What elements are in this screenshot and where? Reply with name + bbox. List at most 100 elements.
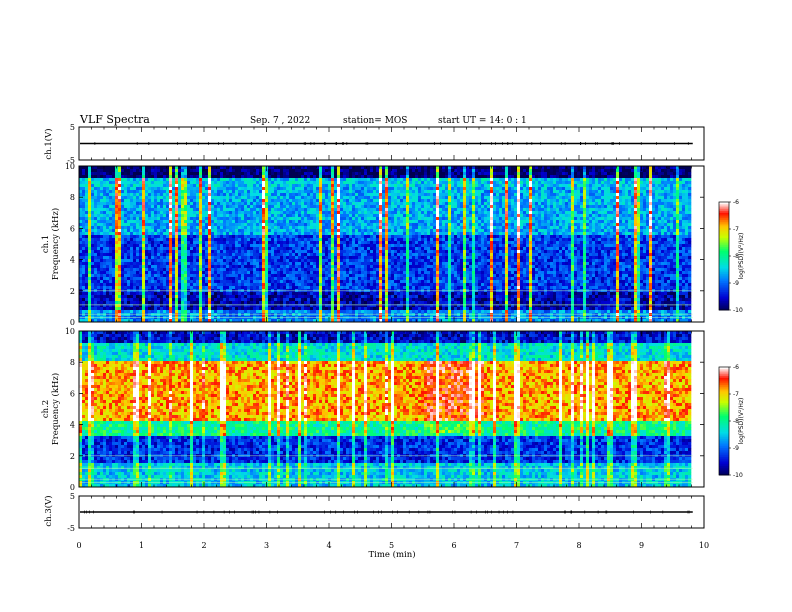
spectrogram-cell (589, 223, 592, 226)
spectrogram-cell (367, 172, 370, 175)
spectrogram-cell (328, 190, 331, 193)
spectrogram-cell (643, 205, 646, 208)
spectrogram-cell (448, 229, 451, 232)
spectrogram-cell (499, 232, 502, 235)
spectrogram-cell (463, 193, 466, 196)
spectrogram-cell (337, 217, 340, 220)
spectrogram-cell (598, 181, 601, 184)
spectrogram-cell (616, 190, 619, 193)
spectrogram-cell (340, 205, 343, 208)
spectrogram-cell (133, 193, 136, 196)
spectrogram-cell (142, 220, 145, 223)
spectrogram-cell (601, 208, 604, 211)
spectrogram-cell (565, 232, 568, 235)
spectrogram-cell (460, 235, 463, 238)
spectrogram-cell (238, 232, 241, 235)
spectrogram-cell (643, 229, 646, 232)
spectrogram-cell (367, 223, 370, 226)
spectrogram-cell (616, 214, 619, 217)
spectrogram-cell (214, 196, 217, 199)
spectrogram-cell (160, 178, 163, 181)
spectrogram-cell (376, 205, 379, 208)
spectrogram-cell (160, 232, 163, 235)
spectrogram-cell (196, 217, 199, 220)
spectrogram-cell (403, 202, 406, 205)
spectrogram-cell (319, 169, 322, 172)
spectrogram-cell (322, 187, 325, 190)
spectrogram-cell (484, 181, 487, 184)
spectrogram-cell (325, 211, 328, 214)
spectrogram-cell (664, 178, 667, 181)
spectrogram-cell (238, 214, 241, 217)
spectrogram-cell (325, 205, 328, 208)
spectrogram-cell (175, 196, 178, 199)
spectrogram-cell (262, 226, 265, 229)
spectrogram-cell (274, 175, 277, 178)
spectrogram-cell (271, 202, 274, 205)
spectrogram-cell (367, 217, 370, 220)
spectrogram-cell (499, 190, 502, 193)
spectrogram-cell (148, 172, 151, 175)
spectrogram-cell (139, 229, 142, 232)
spectrogram-cell (301, 175, 304, 178)
spectrogram-cell (517, 205, 520, 208)
spectrogram-cell (682, 169, 685, 172)
spectrogram-cell (94, 196, 97, 199)
spectrogram-cell (118, 193, 121, 196)
spectrogram-cell (250, 169, 253, 172)
spectrogram-cell (553, 193, 556, 196)
spectrogram-cell (661, 190, 664, 193)
spectrogram-cell (169, 193, 172, 196)
spectrogram-cell (103, 184, 106, 187)
spectrogram-cell (487, 211, 490, 214)
spectrogram-cell (181, 211, 184, 214)
spectrogram-cell (178, 220, 181, 223)
spectrogram-cell (619, 223, 622, 226)
spectrogram-cell (316, 232, 319, 235)
spectrogram-cell (169, 181, 172, 184)
spectrogram-cell (100, 181, 103, 184)
spectrogram-cell (292, 172, 295, 175)
spectrogram-cell (184, 193, 187, 196)
spectrogram-cell (109, 199, 112, 202)
spectrogram-cell (565, 226, 568, 229)
spectrogram-cell (256, 205, 259, 208)
spectrogram-cell (610, 226, 613, 229)
spectrogram-cell (169, 199, 172, 202)
spectrogram-cell (553, 217, 556, 220)
spectrogram-cell (415, 178, 418, 181)
spectrogram-cell (196, 229, 199, 232)
spectrogram-cell (313, 235, 316, 238)
spectrogram-cell (238, 223, 241, 226)
spectrogram-cell (316, 226, 319, 229)
spectrogram-cell (253, 226, 256, 229)
spectrogram-cell (583, 169, 586, 172)
spectrogram-cell (649, 178, 652, 181)
spectrogram-cell (244, 181, 247, 184)
spectrogram-cell (622, 232, 625, 235)
spectrogram-cell (247, 226, 250, 229)
spectrogram-cell (661, 232, 664, 235)
spectrogram-cell (106, 217, 109, 220)
spectrogram-cell (112, 223, 115, 226)
spectrogram-cell (289, 172, 292, 175)
spectrogram-cell (166, 229, 169, 232)
spectrogram-cell (202, 211, 205, 214)
spectrogram-cell (469, 226, 472, 229)
spectrogram-cell (343, 184, 346, 187)
spectrogram-cell (283, 223, 286, 226)
spectrogram-cell (544, 196, 547, 199)
spectrogram-cell (340, 178, 343, 181)
spectrogram-cell (619, 229, 622, 232)
spectrogram-cell (145, 208, 148, 211)
spectrogram-cell (289, 187, 292, 190)
spectrogram-cell (160, 226, 163, 229)
spectrogram-cell (688, 232, 691, 235)
spectrogram-cell (478, 196, 481, 199)
spectrogram-cell (484, 217, 487, 220)
spectrogram-cell (124, 184, 127, 187)
spectrogram-cell (118, 184, 121, 187)
spectrogram-cell (451, 217, 454, 220)
spectrogram-cell (538, 193, 541, 196)
spectrogram-cell (646, 172, 649, 175)
